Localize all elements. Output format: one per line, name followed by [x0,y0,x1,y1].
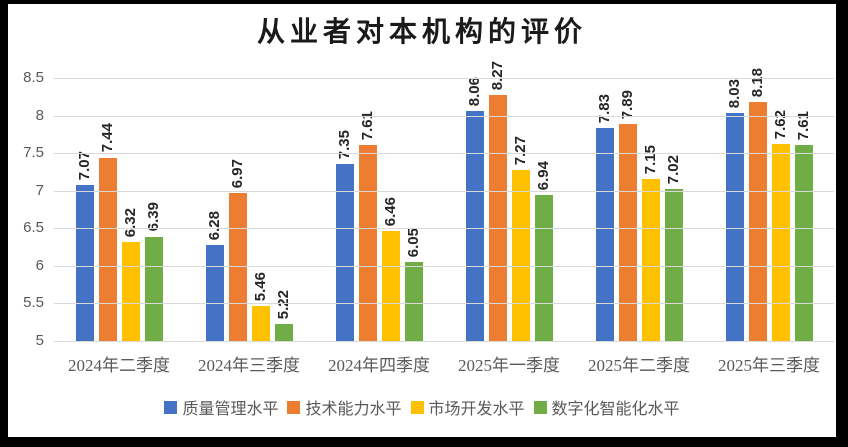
x-axis-category-label: 2024年三季度 [198,356,300,375]
bar: 6.05 [404,228,423,341]
bar-value-label: 7.83 [595,94,613,124]
bar: 5.46 [251,272,270,341]
legend-item: 质量管理水平 [164,395,278,419]
legend-swatch [533,400,547,414]
legend-swatch [410,400,424,414]
bar-value-label: 8.03 [725,79,743,109]
bar-group: 7.07 7.44 6.32 6.39 [54,78,184,341]
gridline [54,265,834,267]
y-axis-tick-label: 8.5 [23,69,44,86]
bar-value-label: 7.35 [335,130,353,160]
y-axis-tick-label: 7.5 [23,144,44,162]
bar-value-label: 7.07 [75,151,93,181]
bar-value-label: 6.97 [228,158,246,188]
bar-group: 7.35 7.61 6.46 6.05 [314,78,444,341]
bar-value-label: 7.44 [98,123,116,153]
gridline [54,303,834,305]
bar-value-label: 6.94 [534,161,552,191]
bar-value-label: 6.46 [381,197,399,227]
plot-area: 7.07 7.44 6.32 6.39 6.28 6.97 5.46 5.22 7.35 7.61… [54,61,834,341]
bar-value-label: 8.27 [488,61,506,91]
bar: 7.07 [75,151,94,341]
gridline [54,115,834,117]
bar: 7.35 [335,130,354,341]
bar: 7.02 [664,155,683,341]
chart-title: 从业者对本机构的评价 [256,17,587,48]
legend-swatch [287,400,301,414]
x-axis-category-label: 2024年四季度 [328,356,430,375]
bar: 7.44 [98,123,117,341]
y-axis-tick-label: 5.5 [23,294,44,312]
x-axis-category-label: 2025年三季度 [718,356,820,375]
y-axis-tick-label: 5 [35,332,44,349]
bar: 7.27 [511,136,530,341]
x-axis-category-label: 2024年二季度 [68,356,170,375]
bar-value-label: 5.22 [274,290,292,320]
bar: 6.97 [228,159,247,341]
legend-swatch [164,400,178,414]
bar: 7.61 [794,111,813,341]
bar: 6.28 [205,211,224,341]
bar: 8.27 [488,61,507,341]
y-axis-tick-label: 6 [35,256,44,274]
gridline [54,228,834,230]
legend-label: 数字化智能化水平 [551,401,680,418]
legend-item: 数字化智能化水平 [533,395,680,419]
legend-item: 市场开发水平 [410,395,525,419]
legend: 质量管理水平 技术能力水平 市场开发水平 数字化智能化水平 [8,395,836,419]
bar: 6.94 [534,161,553,341]
bar-value-label: 8.18 [748,67,766,98]
gridline [54,78,834,79]
bar: 7.15 [641,145,660,341]
gridline [54,190,834,192]
legend-label: 质量管理水平 [182,401,279,418]
y-axis-tick-label: 6.5 [23,219,44,237]
bar: 7.89 [618,90,637,341]
bar-value-label: 7.62 [771,109,789,140]
y-axis-tick-label: 8 [35,106,44,124]
bar-value-label: 6.32 [121,207,139,237]
x-axis-category-label: 2025年二季度 [588,356,690,375]
legend-label: 技术能力水平 [305,401,402,418]
bar-value-label: 6.39 [144,202,162,232]
bar: 6.39 [144,202,163,341]
bar-group: 8.03 8.18 7.62 7.61 [704,68,834,341]
bar-value-label: 7.89 [618,89,636,119]
bar: 7.62 [771,110,790,341]
legend-label: 市场开发水平 [428,401,525,418]
bar-group: 8.06 8.27 7.27 6.94 [444,61,574,341]
bar-value-label: 6.28 [205,210,223,240]
bar-value-label: 7.15 [641,145,659,175]
bar-group: 6.28 6.97 5.46 5.22 [184,78,314,341]
bar: 8.18 [748,68,767,341]
bar-group: 7.83 7.89 7.15 7.02 [574,78,704,341]
gridline [54,341,834,342]
x-axis: 2024年二季度 2024年三季度 2024年四季度 2025年一季度 2025年二季度… [54,351,834,376]
bar-value-label: 6.05 [404,227,422,258]
y-axis-tick-label: 7 [35,181,44,199]
bar: 8.03 [725,79,744,341]
gridline [54,153,834,155]
bar: 5.22 [274,290,293,341]
bar: 7.61 [358,111,377,341]
bar-value-label: 7.27 [511,136,529,166]
bar-value-label: 7.02 [664,155,682,185]
bar: 7.83 [595,94,614,341]
bar: 8.06 [465,77,484,341]
x-axis-category-label: 2025年一季度 [458,356,560,375]
bar-value-label: 8.06 [465,76,483,107]
legend-item: 技术能力水平 [287,395,402,419]
bar: 6.46 [381,197,400,341]
bar: 6.32 [121,208,140,341]
bar-value-label: 5.46 [251,272,269,302]
